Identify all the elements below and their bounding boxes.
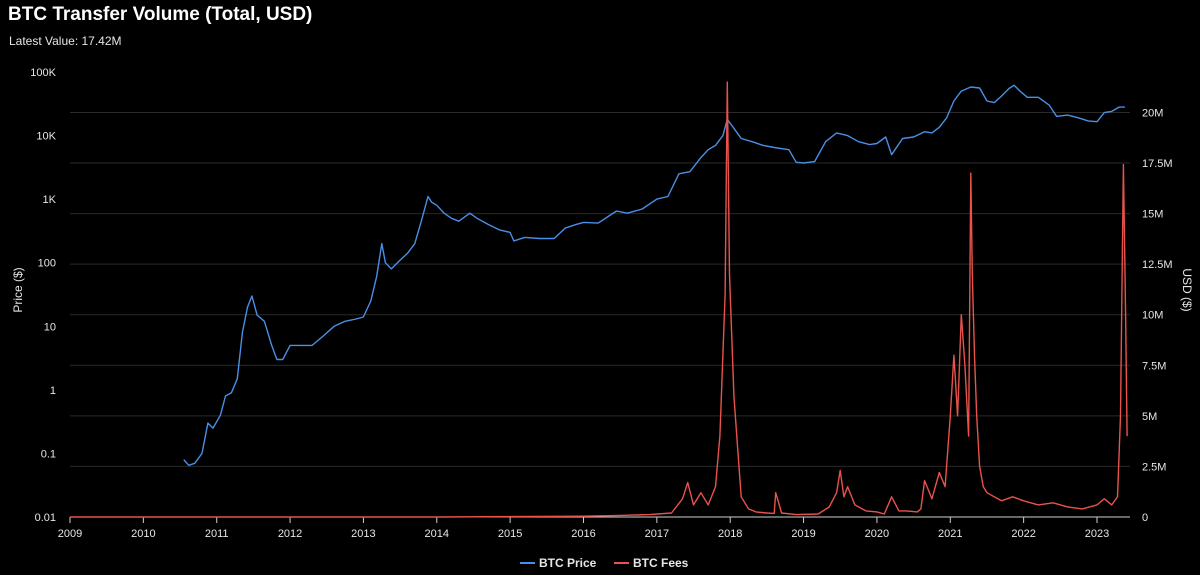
chart-title: BTC Transfer Volume (Total, USD) bbox=[8, 4, 313, 25]
y-left-tick-label: 1 bbox=[50, 385, 56, 397]
y-left-tick-label: 10 bbox=[44, 321, 56, 333]
x-tick-label: 2022 bbox=[1011, 528, 1035, 540]
y-axis-left-label: Price ($) bbox=[11, 267, 25, 312]
btc-price-line bbox=[183, 84, 1125, 466]
legend-label-fees[interactable]: BTC Fees bbox=[633, 556, 689, 570]
y-right-tick-label: 7.5M bbox=[1142, 360, 1166, 372]
y-right-tick-label: 5M bbox=[1142, 411, 1157, 423]
series-group bbox=[70, 81, 1128, 518]
x-tick-label: 2014 bbox=[425, 528, 449, 540]
x-tick-label: 2013 bbox=[351, 528, 375, 540]
legend[interactable]: BTC Price BTC Fees bbox=[520, 556, 689, 570]
y-left-tick-label: 1K bbox=[43, 194, 57, 206]
y-left-tick-label: 0.01 bbox=[35, 512, 56, 524]
y-right-tick-label: 10M bbox=[1142, 310, 1163, 322]
btc-fees-line bbox=[70, 81, 1128, 518]
y-axis-right: 0 2.5M 5M 7.5M 10M 12.5M 15M 17.5M 20M bbox=[1142, 107, 1173, 524]
y-right-tick-label: 0 bbox=[1142, 512, 1148, 524]
y-right-tick-label: 2.5M bbox=[1142, 461, 1166, 473]
x-tick-label: 2023 bbox=[1085, 528, 1109, 540]
y-right-tick-label: 20M bbox=[1142, 107, 1163, 119]
x-tick-label: 2020 bbox=[865, 528, 889, 540]
x-tick-label: 2011 bbox=[205, 528, 229, 540]
x-tick-label: 2017 bbox=[645, 528, 669, 540]
x-axis: 2009 2010 2011 2012 2013 2014 2015 2016 2017 2018… bbox=[58, 516, 1130, 540]
y-right-tick-label: 15M bbox=[1142, 209, 1163, 221]
latest-value-label: Latest Value: 17.42M bbox=[9, 34, 122, 48]
x-tick-label: 2018 bbox=[718, 528, 742, 540]
x-tick-label: 2015 bbox=[498, 528, 522, 540]
x-tick-label: 2019 bbox=[791, 528, 815, 540]
y-left-tick-label: 100 bbox=[38, 258, 56, 270]
y-right-tick-label: 12.5M bbox=[1142, 259, 1173, 271]
legend-label-price[interactable]: BTC Price bbox=[539, 556, 597, 570]
y-left-tick-label: 10K bbox=[36, 131, 56, 143]
x-tick-label: 2016 bbox=[571, 528, 595, 540]
x-tick-label: 2021 bbox=[938, 528, 962, 540]
y-right-tick-label: 17.5M bbox=[1142, 158, 1173, 170]
x-tick-label: 2010 bbox=[131, 528, 155, 540]
y-axis-left: 0.01 0.1 1 10 100 1K 10K 100K bbox=[30, 67, 56, 524]
x-tick-label: 2009 bbox=[58, 528, 82, 540]
y-left-tick-label: 100K bbox=[30, 67, 56, 79]
y-axis-right-label: USD ($) bbox=[1180, 268, 1194, 311]
x-tick-label: 2012 bbox=[278, 528, 302, 540]
y-left-tick-label: 0.1 bbox=[41, 448, 56, 460]
